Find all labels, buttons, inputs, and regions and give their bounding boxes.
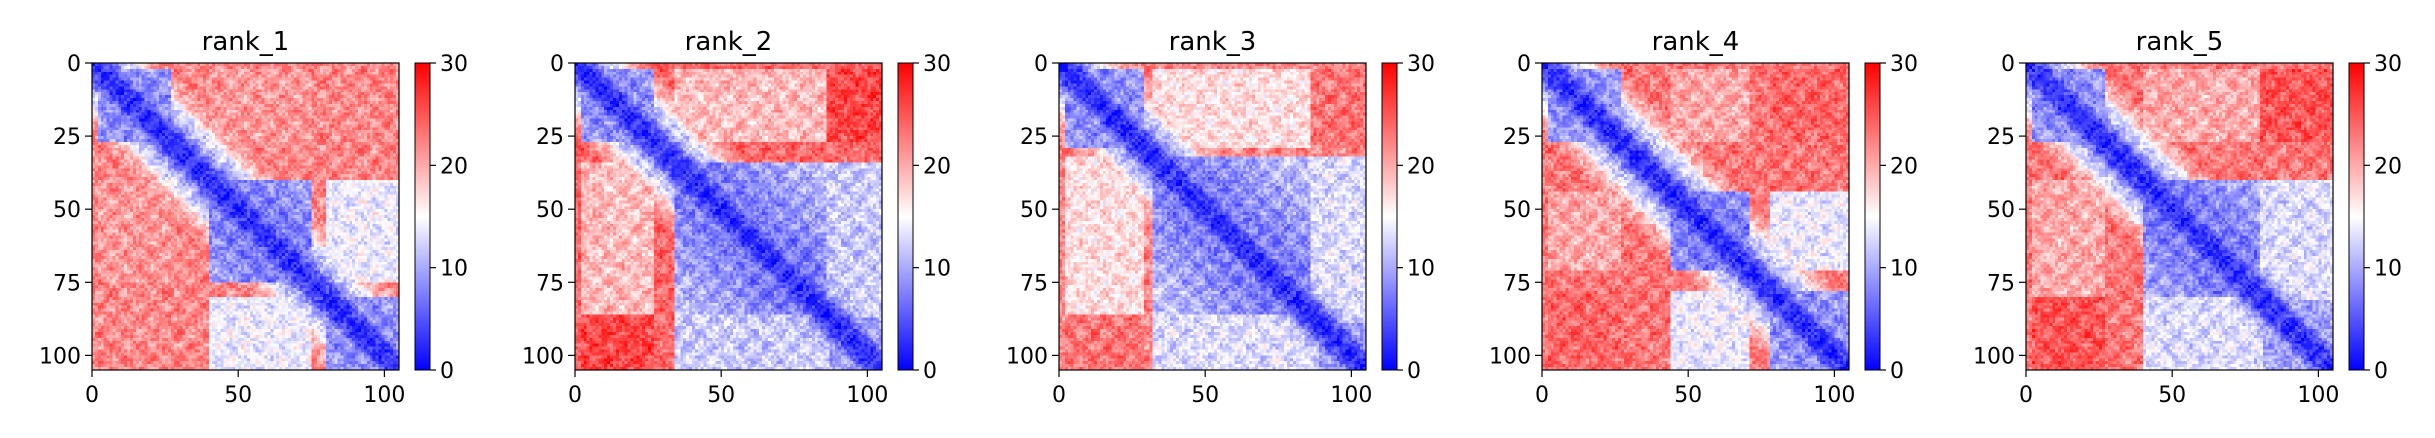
x-tick-label: 0: [2019, 383, 2033, 408]
colorbar-tick-label: 20: [1890, 154, 1918, 179]
colorbar-tick-label: 0: [1407, 359, 1421, 384]
x-tick-label: 0: [1052, 383, 1066, 408]
colorbar-tick-label: 20: [1407, 154, 1435, 179]
plot-frame: [1058, 62, 1367, 371]
x-tick-label: 0: [568, 383, 582, 408]
chart-title: rank_1: [202, 27, 290, 57]
y-tick-label: 0: [67, 52, 81, 77]
colorbar-tick-label: 0: [1890, 359, 1904, 384]
y-tick-label: 25: [1987, 125, 2015, 150]
y-tick-label: 25: [1020, 125, 1048, 150]
colorbar: [414, 62, 431, 371]
y-tick-label: 50: [536, 198, 564, 223]
plot-frame: [2025, 62, 2334, 371]
x-tick-label: 50: [224, 383, 252, 408]
y-tick-label: 0: [1034, 52, 1048, 77]
y-tick-label: 25: [536, 125, 564, 150]
y-tick-label: 50: [1987, 198, 2015, 223]
y-tick-label: 0: [1517, 52, 1531, 77]
y-tick-label: 100: [1489, 344, 1531, 369]
colorbar-tick-label: 30: [1407, 52, 1435, 77]
y-tick-label: 0: [550, 52, 564, 77]
colorbar-tick-label: 20: [923, 154, 951, 179]
x-tick-label: 100: [1330, 383, 1372, 408]
chart-title: rank_4: [1652, 27, 1740, 57]
y-tick-label: 75: [1020, 271, 1048, 296]
colorbar-tick-label: 30: [1890, 52, 1918, 77]
x-tick-label: 100: [2297, 383, 2339, 408]
y-tick-label: 100: [1006, 344, 1048, 369]
x-tick-label: 0: [85, 383, 99, 408]
chart-title: rank_2: [685, 27, 773, 57]
y-tick-label: 100: [522, 344, 564, 369]
colorbar-tick-label: 10: [440, 257, 468, 282]
colorbar-tick-label: 30: [2374, 52, 2402, 77]
y-tick-label: 50: [1020, 198, 1048, 223]
colorbar-tick-label: 20: [440, 154, 468, 179]
x-tick-label: 100: [1813, 383, 1855, 408]
y-tick-label: 0: [2001, 52, 2015, 77]
y-tick-label: 50: [1503, 198, 1531, 223]
x-tick-label: 100: [363, 383, 405, 408]
y-tick-label: 75: [1503, 271, 1531, 296]
x-tick-label: 50: [1191, 383, 1219, 408]
x-tick-label: 50: [2158, 383, 2186, 408]
heatmap-image: [1059, 63, 1366, 370]
y-tick-label: 75: [1987, 271, 2015, 296]
heatmap-image: [2026, 63, 2333, 370]
chart-title: rank_5: [2136, 27, 2224, 57]
heatmap-image: [92, 63, 399, 370]
colorbar-tick-label: 30: [440, 52, 468, 77]
colorbar-tick-label: 30: [923, 52, 951, 77]
heatmap-image: [575, 63, 882, 370]
colorbar-tick-label: 10: [923, 257, 951, 282]
colorbar: [897, 62, 914, 371]
colorbar-tick-label: 0: [440, 359, 454, 384]
y-tick-label: 75: [53, 271, 81, 296]
colorbar-tick-label: 0: [923, 359, 937, 384]
colorbar: [2348, 62, 2365, 371]
heatmap-image: [1542, 63, 1849, 370]
colorbar-tick-label: 0: [2374, 359, 2388, 384]
y-tick-label: 25: [1503, 125, 1531, 150]
y-tick-label: 75: [536, 271, 564, 296]
y-tick-label: 100: [1973, 344, 2015, 369]
x-tick-label: 100: [846, 383, 888, 408]
colorbar-tick-label: 20: [2374, 154, 2402, 179]
x-tick-label: 50: [1674, 383, 1702, 408]
plot-frame: [574, 62, 883, 371]
x-tick-label: 0: [1535, 383, 1549, 408]
colorbar: [1381, 62, 1398, 371]
y-tick-label: 25: [53, 125, 81, 150]
colorbar: [1864, 62, 1881, 371]
colorbar-tick-label: 10: [1407, 257, 1435, 282]
plot-frame: [91, 62, 400, 371]
colorbar-tick-label: 10: [2374, 257, 2402, 282]
plot-frame: [1541, 62, 1850, 371]
chart-title: rank_3: [1169, 27, 1257, 57]
colorbar-tick-label: 10: [1890, 257, 1918, 282]
y-tick-label: 100: [39, 344, 81, 369]
y-tick-label: 50: [53, 198, 81, 223]
x-tick-label: 50: [707, 383, 735, 408]
